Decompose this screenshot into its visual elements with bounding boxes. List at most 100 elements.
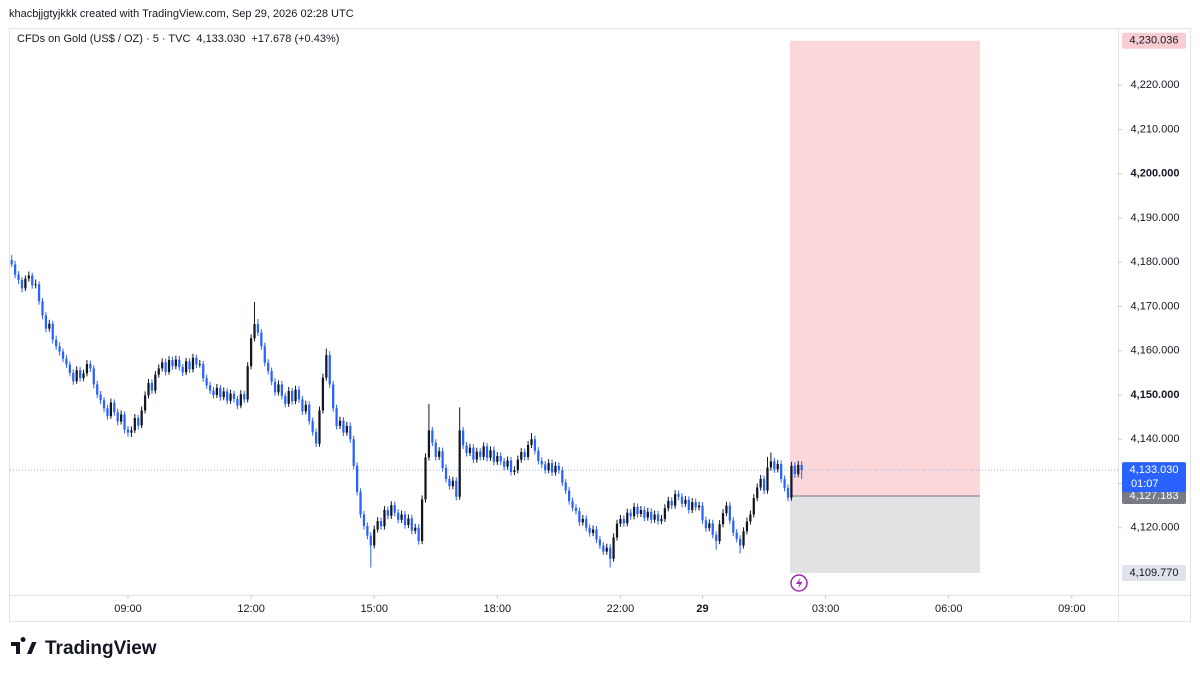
candle-body <box>345 425 348 433</box>
candle-body <box>263 346 266 363</box>
x-tick-label: 06:00 <box>935 603 963 615</box>
candle-body <box>417 527 420 542</box>
stop-zone <box>790 495 980 574</box>
candle-body <box>697 505 701 508</box>
candle-body <box>379 521 383 527</box>
candle-body <box>342 420 345 433</box>
candle-body <box>92 368 95 385</box>
candle-body <box>99 394 102 401</box>
candle-body <box>410 518 413 531</box>
candle-body <box>482 446 485 457</box>
candle-body <box>489 450 492 458</box>
logo-mark <box>11 637 37 654</box>
candle-body <box>328 355 331 385</box>
candle-body <box>520 452 523 460</box>
candle-body <box>321 377 325 411</box>
candle-body <box>554 465 557 473</box>
candle-body <box>102 400 106 409</box>
candle-body <box>612 537 615 559</box>
candle-body <box>790 465 793 498</box>
candle-body <box>376 521 379 530</box>
candle-body <box>427 430 431 458</box>
alert-icon[interactable] <box>790 574 808 592</box>
candle-body <box>691 502 694 511</box>
candle-body <box>400 514 403 520</box>
candle-body <box>140 410 143 426</box>
symbol: CFDs on Gold (US$ / OZ) · 5 · TVC <box>17 33 190 45</box>
candle-body <box>732 520 735 533</box>
candle-body <box>277 384 280 393</box>
candle-body <box>749 514 752 522</box>
candle-body <box>297 389 301 400</box>
last-price: 4,133.030 <box>196 33 245 45</box>
candle-body <box>475 451 478 460</box>
candle-body <box>280 384 283 396</box>
candle-body <box>544 464 547 471</box>
candle-body <box>776 464 779 470</box>
x-tick-label: 18:00 <box>484 603 512 615</box>
candle-body <box>109 402 113 417</box>
candle-body <box>164 362 167 372</box>
candle-body <box>205 378 208 386</box>
candle-body <box>626 512 629 524</box>
candle-body <box>780 464 783 480</box>
candle-body <box>680 496 684 504</box>
candle-body <box>373 529 376 546</box>
current-price-label: 4,133.030 <box>1130 464 1179 476</box>
candle-body <box>10 260 13 265</box>
candle-body <box>284 395 287 404</box>
entry-price-label: 4,127.183 <box>1130 490 1179 502</box>
candle-body <box>369 535 372 546</box>
candle-body <box>786 487 790 498</box>
y-tick-label: 4,140.000 <box>1131 433 1180 445</box>
candle-body <box>174 359 177 367</box>
candle-body <box>239 394 242 406</box>
candle-body <box>332 384 335 409</box>
candle-body <box>202 363 205 379</box>
candle-body <box>243 394 246 400</box>
candle-body <box>96 384 99 395</box>
candle-body <box>636 506 639 515</box>
current-price-countdown: 01:07 <box>1131 478 1159 490</box>
candle-body <box>752 498 755 515</box>
candle-body <box>472 447 475 460</box>
candle-body <box>113 402 116 413</box>
candle-body <box>362 514 366 526</box>
y-tick-label: 4,150.000 <box>1131 389 1180 401</box>
target-price-box <box>1122 32 1186 49</box>
candle-body <box>615 523 619 538</box>
candle-body <box>561 470 564 483</box>
y-tick-label: 4,200.000 <box>1131 168 1180 180</box>
x-tick-label: 22:00 <box>607 603 635 615</box>
x-tick-label: 03:00 <box>812 603 840 615</box>
candle-body <box>198 363 201 365</box>
candle-body <box>273 381 277 393</box>
candle-body <box>677 494 680 497</box>
alert-bolt[interactable] <box>796 577 803 589</box>
candle-body <box>708 523 711 529</box>
candle-body <box>571 501 574 508</box>
candle-body <box>116 412 119 422</box>
candle-body <box>639 510 643 515</box>
candle-body <box>291 390 294 402</box>
candle-body <box>438 451 441 457</box>
target-price-label: 4,230.036 <box>1130 35 1179 47</box>
candle-body <box>123 414 126 430</box>
candle-body <box>715 534 718 542</box>
candle-body <box>37 284 41 302</box>
candle-body <box>643 510 646 518</box>
current-price-box <box>1122 462 1186 493</box>
candle-body <box>448 479 451 487</box>
candle-body <box>530 439 533 445</box>
candle-body <box>352 439 355 466</box>
candle-body <box>595 529 598 540</box>
candle-body <box>465 445 468 453</box>
candle-body <box>157 368 160 375</box>
candle-body <box>403 514 407 526</box>
candle-body <box>397 512 400 520</box>
candle-body <box>215 387 219 395</box>
candle-body <box>338 420 342 426</box>
